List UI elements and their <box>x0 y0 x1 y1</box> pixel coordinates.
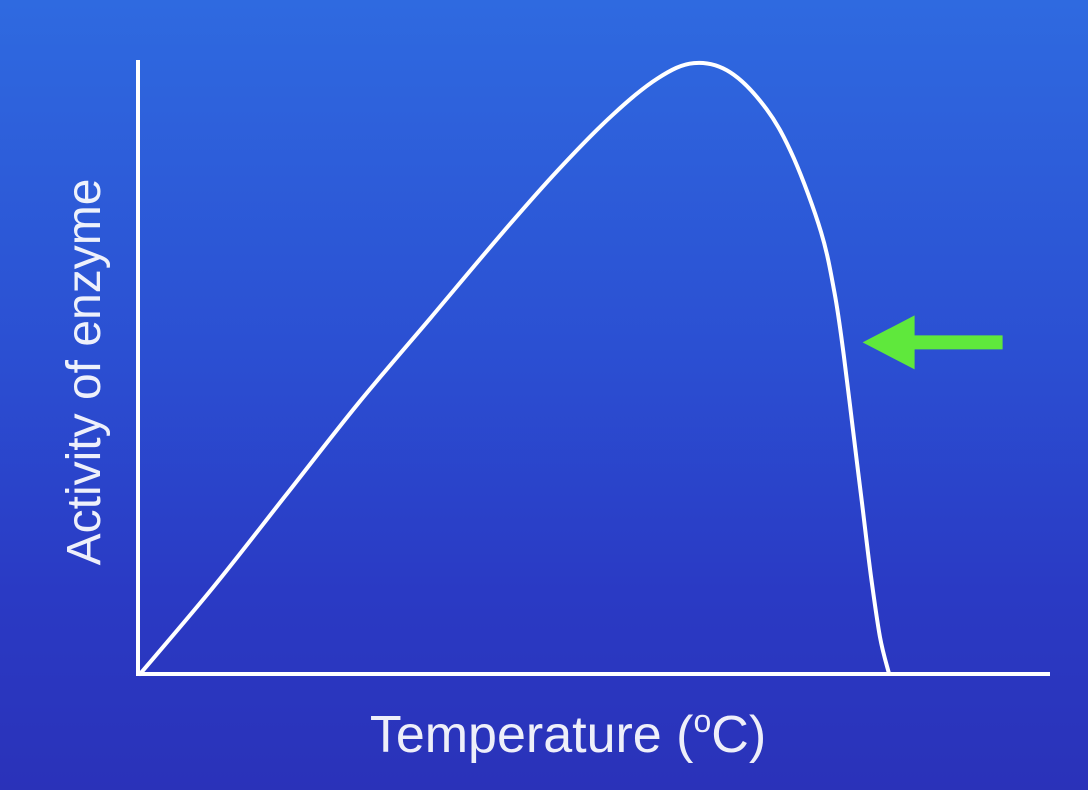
y-axis-label: Activity of enzyme <box>58 179 111 566</box>
x-axis-label: Temperature (oC) <box>370 703 766 764</box>
green-arrow-annotation <box>862 315 1003 370</box>
activity-curve-line <box>138 60 892 676</box>
